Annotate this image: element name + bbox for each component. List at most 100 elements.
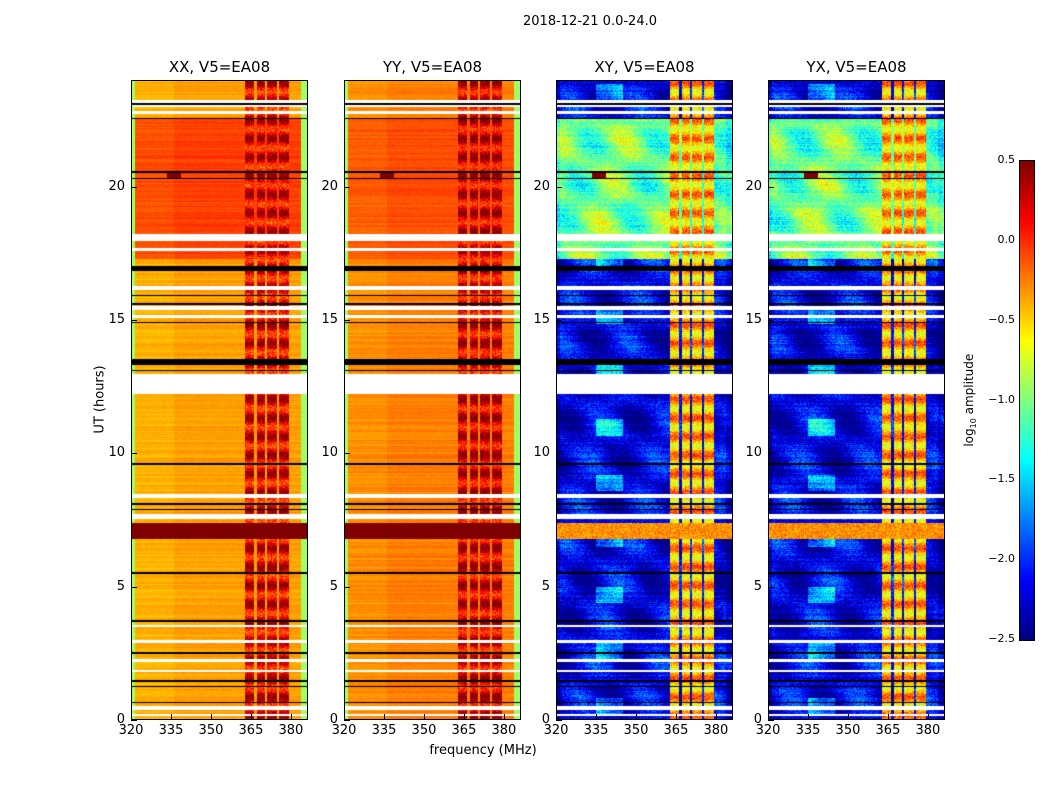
x-tick bbox=[423, 714, 425, 720]
x-axis-label: frequency (MHz) bbox=[429, 743, 537, 758]
x-tick-label: 320 bbox=[755, 723, 781, 738]
panel-title: XX, V5=EA08 bbox=[168, 58, 271, 76]
y-tick bbox=[556, 586, 562, 588]
panel-title: YY, V5=EA08 bbox=[382, 58, 483, 76]
x-tick-label: 335 bbox=[371, 723, 397, 738]
y-tick-label: 5 bbox=[753, 578, 762, 594]
axes-frame bbox=[556, 80, 733, 720]
x-tick-label: 380 bbox=[703, 723, 729, 738]
x-tick bbox=[503, 714, 505, 720]
heatmap-panel-yy: YY, V5=EA08 320 335 350 365 380 0 5 10 15 20 bbox=[321, 58, 521, 738]
y-tick bbox=[344, 720, 350, 721]
y-tick bbox=[556, 720, 562, 721]
panel-title: XY, V5=EA08 bbox=[594, 58, 695, 76]
y-tick bbox=[344, 586, 350, 588]
x-tick-label: 380 bbox=[491, 723, 517, 738]
y-tick-label: 10 bbox=[321, 445, 338, 461]
x-tick-label: 320 bbox=[331, 723, 357, 738]
x-tick bbox=[635, 714, 637, 720]
axes-frame bbox=[131, 80, 308, 720]
y-tick-label: 20 bbox=[533, 178, 550, 194]
colorbar-tick-label: −2.0 bbox=[988, 552, 1015, 566]
y-tick bbox=[344, 453, 350, 455]
y-tick bbox=[131, 320, 137, 321]
x-tick-label: 320 bbox=[543, 723, 569, 738]
heatmap-image bbox=[768, 80, 945, 720]
x-tick bbox=[131, 714, 132, 720]
colorbar-tick-label: −1.0 bbox=[988, 392, 1015, 406]
y-tick bbox=[768, 453, 774, 455]
x-tick-label: 320 bbox=[118, 723, 144, 738]
x-tick bbox=[210, 714, 212, 720]
y-tick-label: 0 bbox=[329, 712, 338, 727]
y-tick bbox=[131, 586, 137, 588]
x-tick-label: 365 bbox=[238, 723, 264, 738]
heatmap-image bbox=[556, 80, 733, 720]
colorbar-tick-label: −1.5 bbox=[988, 472, 1015, 486]
axes-frame bbox=[344, 80, 521, 720]
x-tick bbox=[383, 714, 385, 720]
y-tick bbox=[344, 186, 350, 188]
y-tick bbox=[768, 186, 774, 188]
colorbar-tick-label: −2.5 bbox=[988, 632, 1015, 645]
colorbar-tick-label: 0.5 bbox=[997, 153, 1016, 166]
y-tick bbox=[768, 586, 774, 588]
x-tick-label: 380 bbox=[278, 723, 304, 738]
y-tick bbox=[131, 186, 137, 188]
y-tick-label: 0 bbox=[753, 712, 762, 727]
colorbar-tick-label: −0.5 bbox=[988, 312, 1015, 326]
heatmap-panel-xx: XX, V5=EA08 320 335 350 365 380 0 5 10 15 20 bbox=[108, 58, 308, 738]
x-tick bbox=[887, 714, 889, 720]
colorbar-label: log10 amplitude bbox=[961, 353, 979, 447]
heatmap-image bbox=[131, 80, 308, 720]
x-tick bbox=[927, 714, 929, 720]
x-tick bbox=[715, 714, 717, 720]
x-tick-label: 365 bbox=[663, 723, 689, 738]
y-axis-label: UT (hours) bbox=[92, 365, 108, 434]
y-tick bbox=[556, 320, 562, 321]
x-tick-label: 335 bbox=[583, 723, 609, 738]
x-tick bbox=[847, 714, 849, 720]
x-tick bbox=[768, 714, 769, 720]
y-tick-label: 5 bbox=[116, 578, 125, 594]
axes-frame bbox=[768, 80, 945, 720]
panel-title: YX, V5=EA08 bbox=[806, 58, 907, 76]
x-tick-label: 365 bbox=[451, 723, 477, 738]
x-tick bbox=[595, 714, 597, 720]
x-tick bbox=[807, 714, 809, 720]
heatmap-panel-xy: XY, V5=EA08 320 335 350 365 380 0 5 10 15 20 bbox=[533, 58, 733, 738]
y-tick-label: 5 bbox=[541, 578, 550, 594]
y-tick bbox=[344, 320, 350, 321]
x-tick bbox=[290, 714, 292, 720]
figure-title: 2018-12-21 0.0-24.0 bbox=[523, 14, 657, 29]
x-tick bbox=[556, 714, 557, 720]
x-tick bbox=[250, 714, 252, 720]
y-tick-label: 15 bbox=[321, 312, 338, 327]
heatmap-panel-yx: YX, V5=EA08 320 335 350 365 380 0 5 10 15 20 bbox=[745, 58, 945, 738]
y-tick bbox=[556, 453, 562, 455]
y-tick-label: 20 bbox=[745, 178, 762, 194]
colorbar bbox=[1019, 160, 1035, 641]
heatmap-image bbox=[344, 80, 521, 720]
x-tick-label: 380 bbox=[915, 723, 941, 738]
y-tick-label: 20 bbox=[321, 178, 338, 194]
x-tick-label: 350 bbox=[623, 723, 649, 738]
x-tick-label: 365 bbox=[875, 723, 901, 738]
y-tick-label: 15 bbox=[533, 312, 550, 327]
x-tick bbox=[344, 714, 345, 720]
y-tick-label: 0 bbox=[116, 712, 125, 727]
y-tick-label: 20 bbox=[108, 178, 125, 194]
colorbar-tick-label: 0.0 bbox=[997, 232, 1016, 246]
y-tick-label: 0 bbox=[541, 712, 550, 727]
y-tick bbox=[768, 720, 774, 721]
y-tick-label: 10 bbox=[745, 445, 762, 461]
x-tick-label: 335 bbox=[158, 723, 184, 738]
y-tick-label: 5 bbox=[329, 578, 338, 594]
y-tick-label: 10 bbox=[108, 445, 125, 461]
x-tick bbox=[463, 714, 465, 720]
y-tick-label: 15 bbox=[745, 312, 762, 327]
y-tick bbox=[768, 320, 774, 321]
y-tick bbox=[131, 453, 137, 455]
y-tick bbox=[556, 186, 562, 188]
